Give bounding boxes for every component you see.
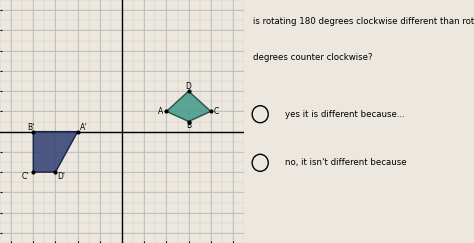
Text: B: B: [186, 122, 191, 130]
Text: D': D': [58, 172, 66, 181]
Text: A': A': [80, 123, 87, 132]
Polygon shape: [33, 132, 78, 172]
Text: C': C': [22, 172, 29, 181]
Text: yes it is different because...: yes it is different because...: [285, 110, 405, 119]
Text: degrees counter clockwise?: degrees counter clockwise?: [253, 53, 373, 62]
Text: D: D: [186, 82, 191, 91]
Polygon shape: [166, 91, 211, 122]
Text: is rotating 180 degrees clockwise different than rotating 180: is rotating 180 degrees clockwise differ…: [253, 17, 474, 26]
Text: B': B': [27, 123, 35, 132]
Text: no, it isn't different because: no, it isn't different because: [285, 158, 407, 167]
Text: C: C: [214, 107, 219, 116]
Text: A: A: [157, 107, 163, 116]
